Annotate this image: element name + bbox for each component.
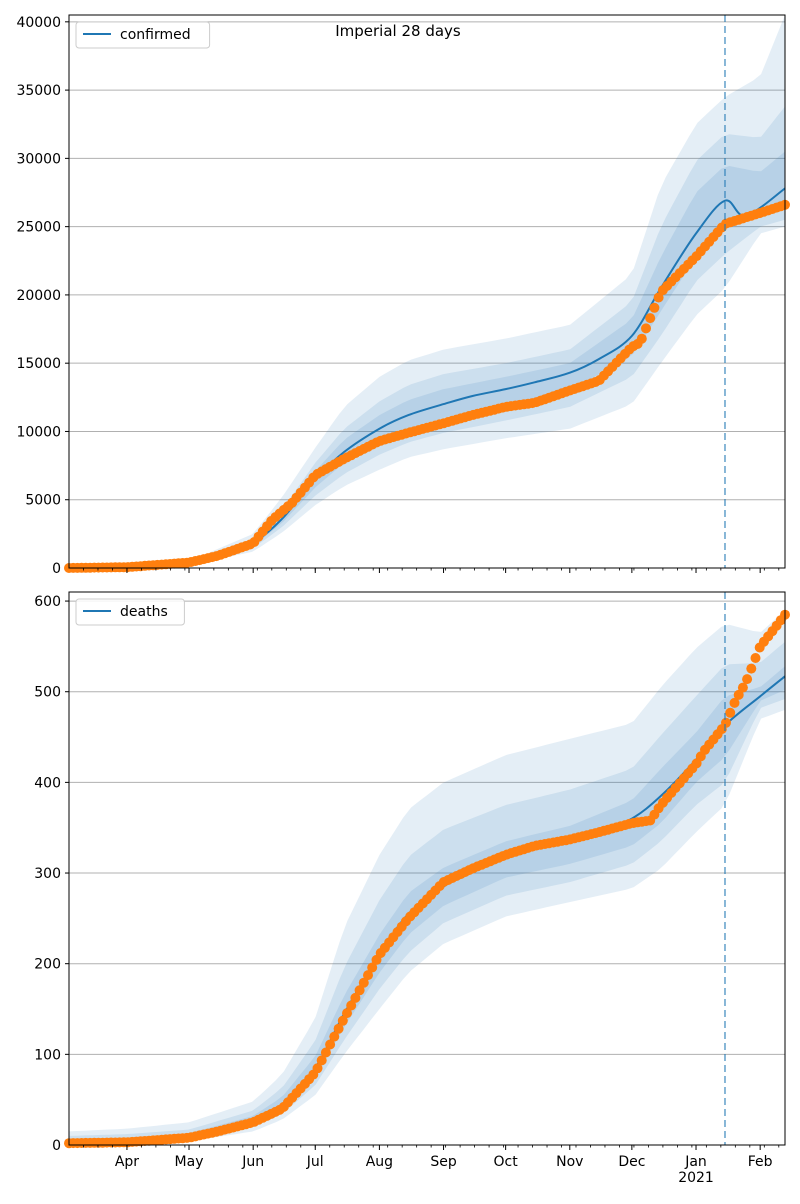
legend-box — [75, 21, 211, 49]
confidence-band — [69, 151, 785, 568]
y-tick-label: 600 — [34, 594, 61, 610]
x-tick-label: May — [175, 1154, 204, 1170]
observed-point — [358, 977, 369, 988]
y-tick-label: 0 — [52, 1138, 61, 1154]
observed-point — [750, 653, 761, 663]
y-tick-label: 100 — [34, 1047, 61, 1063]
observed-point — [641, 323, 651, 334]
x-tick-label: Jun — [241, 1154, 264, 1170]
x-tick-label: Jul — [306, 1154, 324, 1170]
x-tick-label: Feb — [748, 1154, 773, 1170]
observed-point — [312, 1063, 323, 1074]
y-tick-label: 15000 — [16, 356, 61, 372]
observed-point — [725, 707, 736, 718]
y-tick-label: 35000 — [16, 83, 61, 99]
observed-point — [350, 992, 361, 1003]
panel-1: 0 100 200 300 400 500 600 Apr May Jun Jul Aug Sep Oct… — [34, 591, 790, 1186]
x-tick-label: Aug — [366, 1154, 393, 1170]
axes-frame — [68, 591, 786, 1146]
y-tick-label: 25000 — [16, 220, 61, 236]
y-tick-label: 20000 — [16, 288, 61, 304]
x-tick-sublabel: 2021 — [678, 1170, 714, 1186]
y-tick-label: 5000 — [25, 493, 61, 509]
observed-point — [367, 962, 378, 973]
y-tick-label: 200 — [34, 957, 61, 973]
x-tick-label: Oct — [494, 1154, 519, 1170]
observed-point — [742, 674, 753, 685]
observed-point — [320, 1047, 331, 1058]
observed-point — [653, 292, 664, 303]
y-tick-label: 0 — [52, 561, 61, 577]
observed-point — [325, 1039, 336, 1050]
legend-label: confirmed — [120, 27, 191, 43]
observed-point — [733, 689, 744, 700]
observed-point — [346, 1000, 357, 1011]
y-tick-label: 30000 — [16, 151, 61, 167]
observed-point — [645, 313, 656, 324]
confidence-band — [69, 610, 785, 1145]
x-tick-label: Nov — [556, 1154, 583, 1170]
observed-point — [729, 697, 740, 708]
observed-point — [329, 1031, 340, 1042]
x-tick-label: Dec — [618, 1154, 645, 1170]
observed-point — [636, 333, 647, 344]
confidence-band — [69, 15, 785, 568]
x-tick-label: Jan — [684, 1154, 707, 1170]
legend-box — [75, 598, 185, 626]
y-tick-label: 400 — [34, 775, 61, 791]
observed-point — [337, 1015, 348, 1026]
x-tick-label: Apr — [115, 1154, 139, 1170]
y-tick-label: 500 — [34, 685, 61, 701]
figure-title: Imperial 28 days — [335, 22, 461, 40]
legend-label: deaths — [120, 604, 168, 620]
y-tick-label: 40000 — [16, 15, 61, 31]
observed-point — [316, 1055, 327, 1066]
panel-0: 0 5000 10000 15000 20000 25000 30000 35000 40000… — [16, 14, 790, 577]
observed-point — [333, 1023, 344, 1034]
bands-1 — [69, 610, 785, 1145]
observed-point — [721, 717, 731, 728]
observed-point — [737, 682, 748, 693]
observed-point — [363, 970, 373, 981]
bands-0 — [69, 15, 785, 568]
y-tick-label: 300 — [34, 866, 61, 882]
observed-point — [342, 1008, 352, 1019]
x-tick-label: Sep — [430, 1154, 457, 1170]
observed-point — [746, 663, 757, 674]
observed-point — [354, 985, 365, 996]
y-tick-label: 10000 — [16, 424, 61, 440]
observed-point — [649, 302, 660, 313]
axes-frame — [68, 14, 786, 569]
